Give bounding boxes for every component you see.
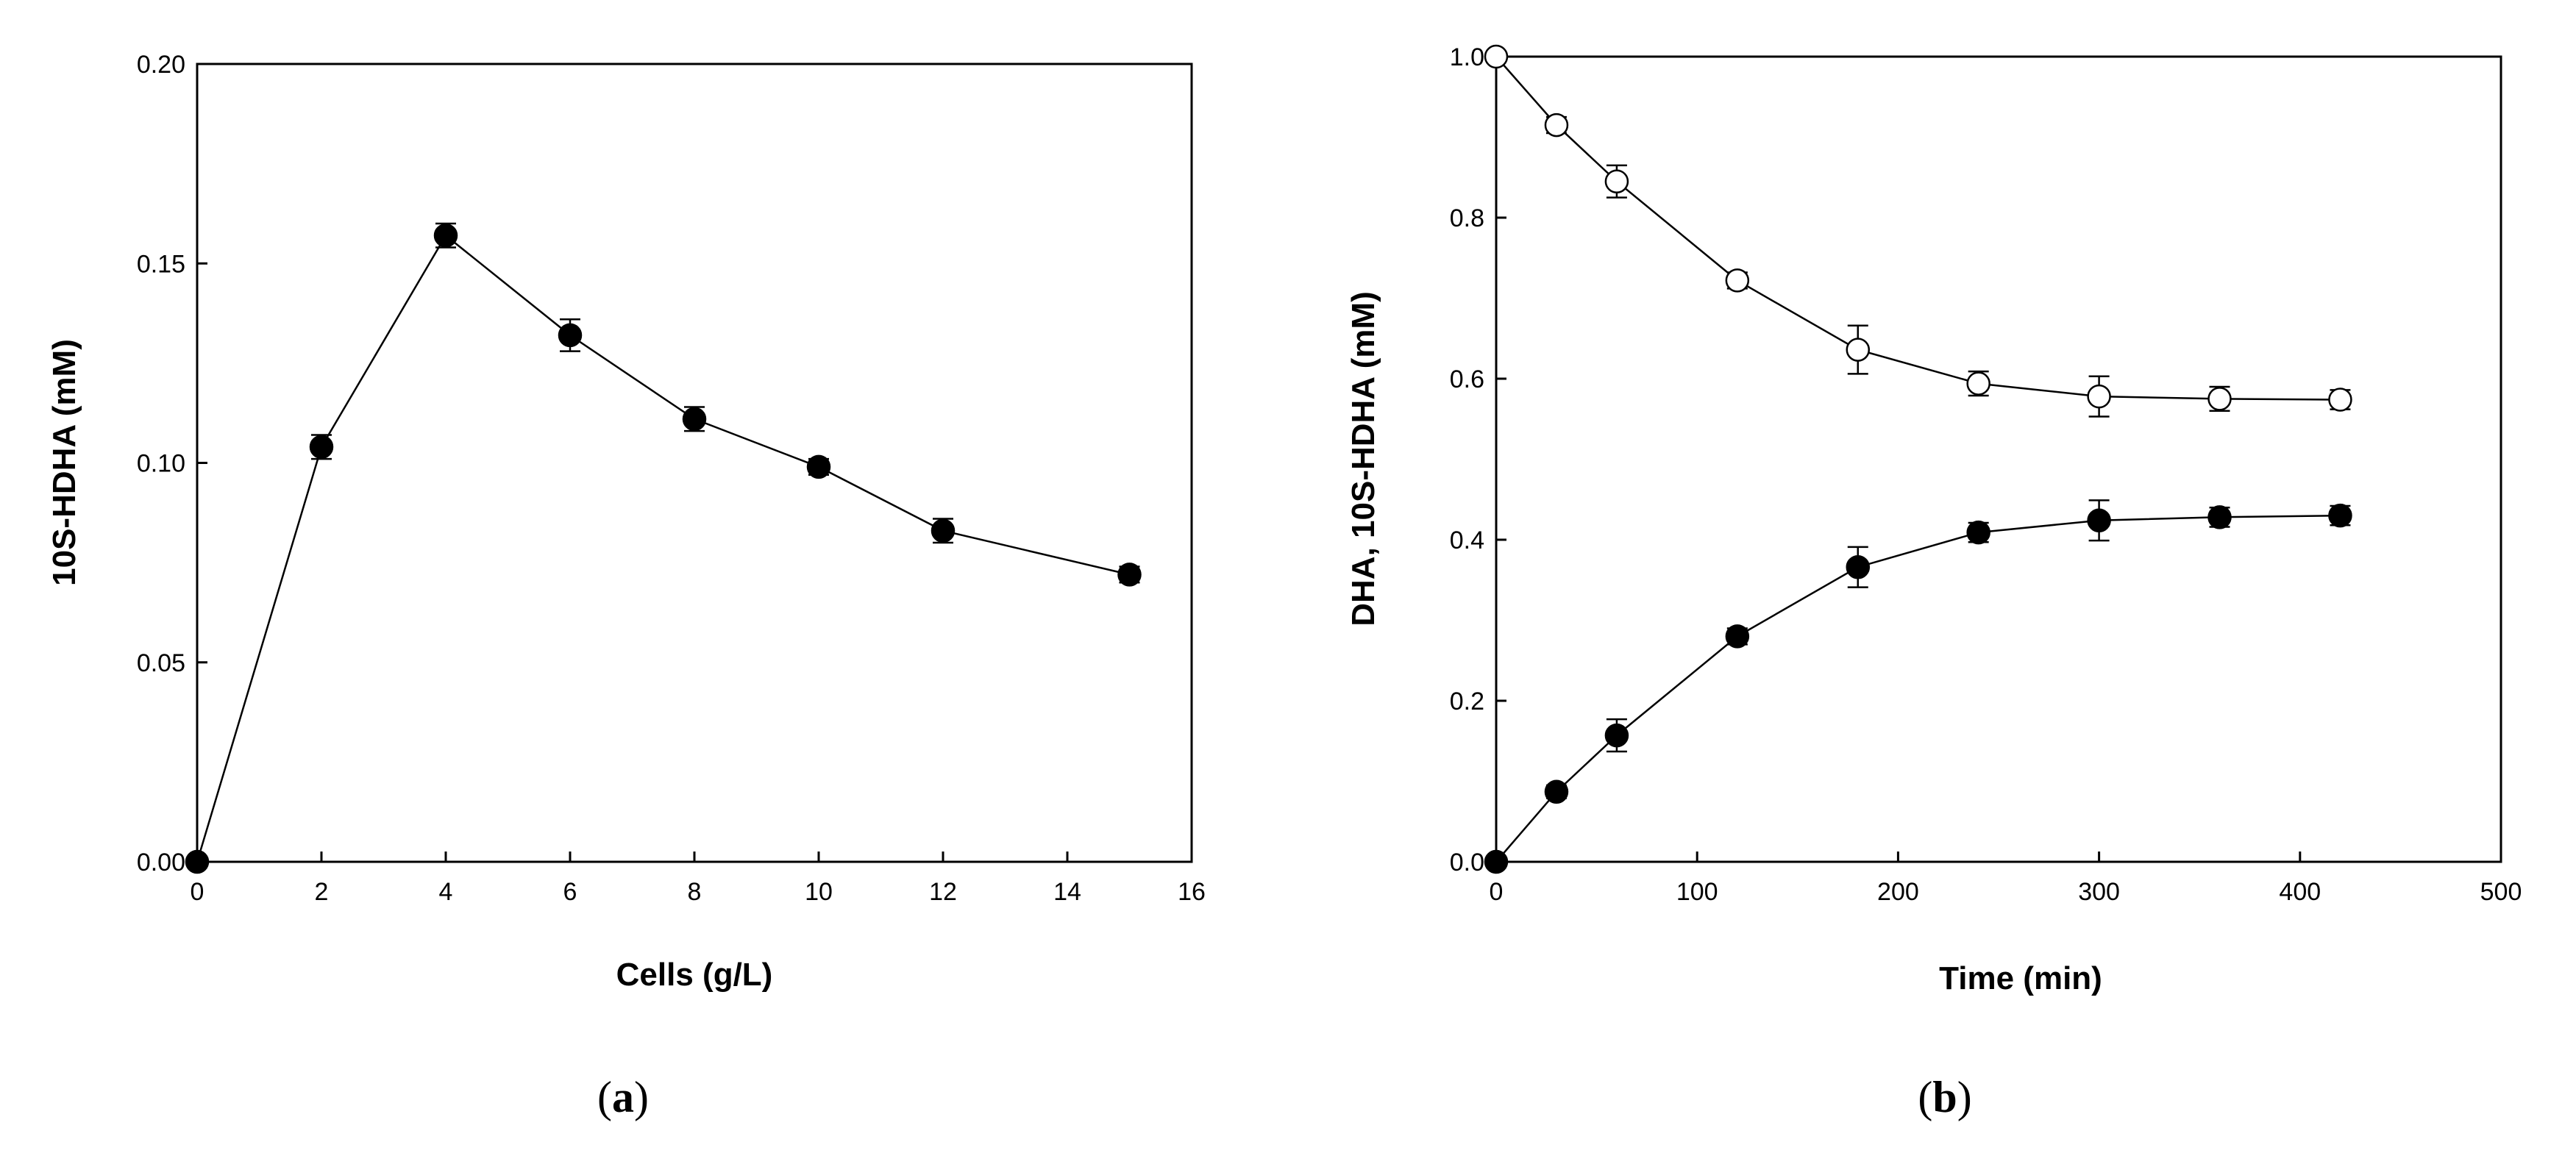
- x-axis-label: Cells (g/L): [616, 957, 773, 993]
- data-point-open: [2207, 387, 2232, 411]
- data-point-open: [1846, 338, 1871, 362]
- y-tick-label: 0.0: [1450, 849, 1484, 877]
- x-tick-label: 16: [1178, 878, 1206, 906]
- error-bars: [311, 222, 1140, 584]
- data-point-filled: [558, 323, 583, 348]
- data-point-filled: [2087, 508, 2111, 532]
- x-tick-label: 0: [191, 878, 204, 906]
- data-point-filled: [1725, 624, 1750, 649]
- y-tick-label: 0.2: [1450, 688, 1484, 715]
- y-tick-label: 0.20: [137, 51, 185, 79]
- panel-label-b: (b): [1918, 1073, 1971, 1121]
- y-tick-label: 0.4: [1450, 526, 1484, 554]
- x-tick-label: 500: [2480, 878, 2522, 906]
- data-point-filled: [806, 454, 831, 479]
- data-point-open: [1966, 371, 1990, 396]
- panel-label-a: (a): [597, 1073, 649, 1121]
- x-tick-label: 10: [805, 878, 833, 906]
- error-bars: [1545, 115, 2351, 799]
- plot-frame: [1495, 55, 2502, 863]
- data-point-open: [1604, 169, 1629, 193]
- data-point-filled: [1846, 554, 1871, 579]
- data-point-filled: [1966, 520, 1990, 545]
- x-tick-label: 4: [439, 878, 453, 906]
- x-tick-label: 12: [929, 878, 957, 906]
- data-point-filled: [931, 518, 956, 543]
- data-point-filled: [433, 224, 458, 248]
- data-markers: [185, 224, 1142, 874]
- x-tick-label: 8: [688, 878, 702, 906]
- y-tick-label: 0.05: [137, 649, 185, 677]
- x-tick-label: 200: [1877, 878, 1919, 906]
- y-tick-label: 1.0: [1450, 43, 1484, 71]
- x-axis-label: Time (min): [1939, 960, 2102, 996]
- data-point-open: [1484, 44, 1509, 69]
- y-axis-label: 10S-HDHA (mM): [46, 339, 82, 586]
- series-line: [1495, 56, 2341, 401]
- data-point-filled: [2328, 503, 2352, 528]
- data-point-filled: [1544, 779, 1569, 804]
- data-point-filled: [1484, 849, 1509, 874]
- data-point-open: [1725, 268, 1750, 293]
- data-point-open: [2087, 384, 2111, 409]
- data-point-filled: [1117, 563, 1142, 587]
- data-point-filled: [185, 849, 210, 874]
- y-tick-label: 0.6: [1450, 365, 1484, 393]
- data-point-open: [2328, 388, 2352, 412]
- y-tick-label: 0.10: [137, 450, 185, 478]
- series-line: [196, 234, 1130, 863]
- y-tick-label: 0.8: [1450, 204, 1484, 232]
- data-markers: [1484, 44, 2352, 874]
- x-tick-label: 6: [563, 878, 577, 906]
- y-tick-label: 0.00: [137, 849, 185, 877]
- data-point-filled: [309, 435, 334, 460]
- axis-ticks: [196, 63, 1193, 863]
- data-point-filled: [2207, 505, 2232, 529]
- y-tick-label: 0.15: [137, 250, 185, 278]
- x-tick-label: 400: [2279, 878, 2321, 906]
- plot-frame: [196, 63, 1193, 863]
- chart-panel-a: 0 2 4 6 8 10 12 14 16 0.00 0.05 0.10 0.15 0.20 Cells …: [46, 51, 1206, 1121]
- x-tick-label: 14: [1053, 878, 1081, 906]
- axis-ticks: [1495, 55, 2502, 863]
- chart-panel-b: 0 100 200 300 400 500 0.0 0.2 0.4 0.6 0.8 1.0 Time …: [1345, 43, 2522, 1121]
- data-point-filled: [682, 407, 707, 432]
- x-tick-label: 0: [1490, 878, 1504, 906]
- data-point-filled: [1604, 723, 1629, 748]
- x-tick-label: 300: [2078, 878, 2120, 906]
- x-tick-label: 100: [1676, 878, 1718, 906]
- data-point-open: [1544, 113, 1569, 138]
- axis-tick-labels: 0 100 200 300 400 500 0.0 0.2 0.4 0.6 0.8 1.0: [1450, 43, 2522, 906]
- series-lines: [196, 234, 1130, 863]
- series-line: [1495, 514, 2341, 863]
- x-tick-label: 2: [315, 878, 329, 906]
- y-axis-label: DHA, 10S-HDHA (mM): [1345, 291, 1381, 627]
- axis-tick-labels: 0 2 4 6 8 10 12 14 16 0.00 0.05 0.10 0.15 0.20: [137, 51, 1206, 906]
